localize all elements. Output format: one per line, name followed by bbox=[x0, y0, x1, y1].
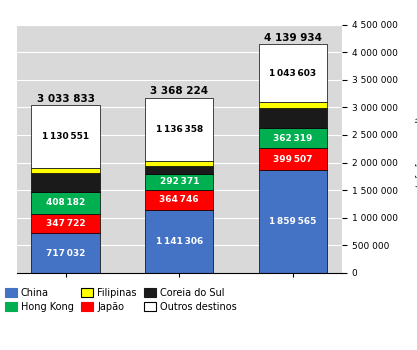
Bar bbox=[31, 105, 100, 168]
Bar bbox=[145, 190, 214, 210]
Text: 399 507: 399 507 bbox=[273, 155, 313, 164]
Bar bbox=[31, 233, 100, 273]
Bar bbox=[31, 168, 100, 173]
Text: 4 139 934: 4 139 934 bbox=[264, 33, 322, 43]
Bar bbox=[31, 192, 100, 214]
Bar bbox=[145, 161, 214, 166]
Bar bbox=[31, 214, 100, 233]
Text: 1 859 565: 1 859 565 bbox=[269, 217, 317, 226]
Bar bbox=[145, 98, 214, 161]
Text: 1 130 551: 1 130 551 bbox=[42, 132, 89, 141]
Text: 408 182: 408 182 bbox=[46, 198, 85, 208]
Text: 364 746: 364 746 bbox=[159, 195, 199, 204]
Text: 1 043 603: 1 043 603 bbox=[269, 69, 317, 78]
Bar bbox=[145, 210, 214, 273]
Y-axis label: t (peso carçaça): t (peso carçaça) bbox=[414, 109, 417, 188]
Bar bbox=[145, 166, 214, 174]
Bar bbox=[259, 107, 327, 128]
Bar bbox=[145, 174, 214, 190]
Text: 362 319: 362 319 bbox=[274, 134, 313, 143]
Bar bbox=[31, 173, 100, 192]
Bar bbox=[259, 102, 327, 107]
Text: 3 033 833: 3 033 833 bbox=[37, 94, 95, 104]
Bar bbox=[259, 148, 327, 170]
Text: 1 136 358: 1 136 358 bbox=[156, 125, 203, 134]
Legend: China, Hong Kong, Filipinas, Japão, Coreia do Sul, Outros destinos: China, Hong Kong, Filipinas, Japão, Core… bbox=[5, 288, 236, 312]
Text: 347 722: 347 722 bbox=[46, 219, 85, 228]
Text: 292 371: 292 371 bbox=[160, 177, 199, 186]
Bar bbox=[259, 128, 327, 148]
Text: 717 032: 717 032 bbox=[46, 249, 85, 258]
Bar bbox=[259, 170, 327, 273]
Bar bbox=[259, 44, 327, 102]
Text: 3 368 224: 3 368 224 bbox=[150, 86, 208, 96]
Text: 1 141 306: 1 141 306 bbox=[156, 237, 203, 246]
